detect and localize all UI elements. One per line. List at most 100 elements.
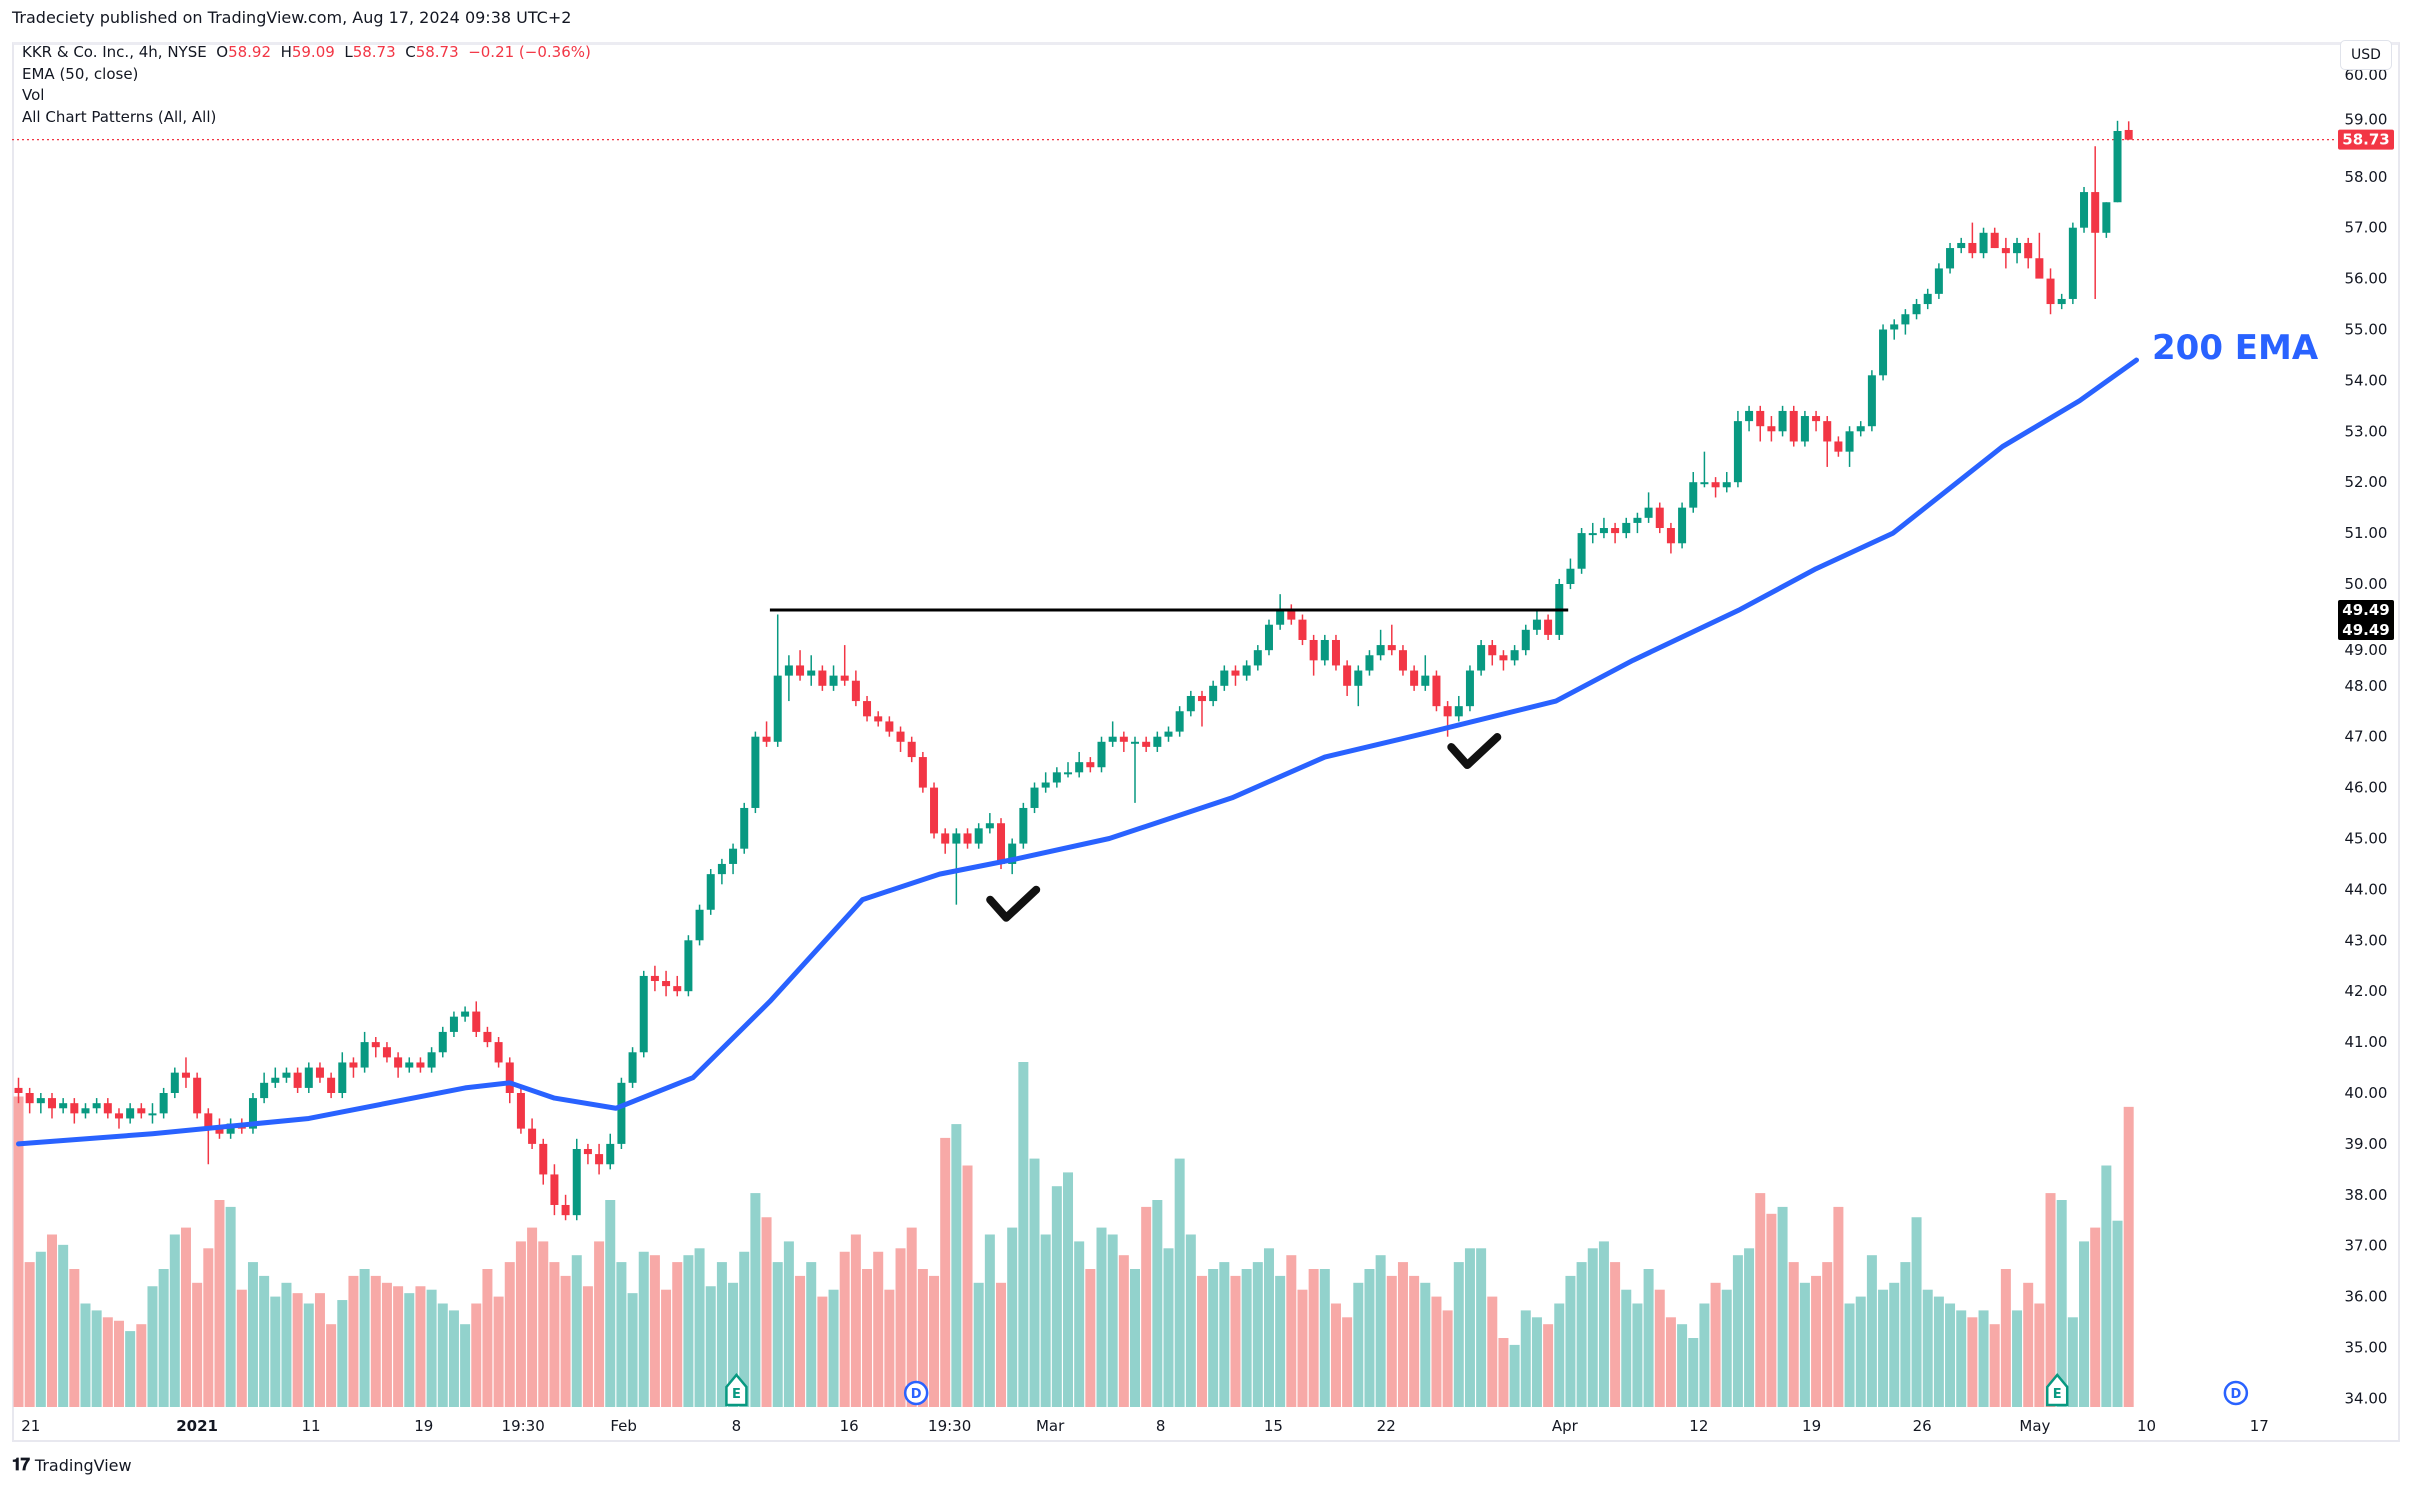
volume-bar <box>136 1324 147 1407</box>
candle-body <box>148 1113 157 1116</box>
candle <box>1097 736 1106 773</box>
earnings-marker-icon[interactable]: E <box>2045 1373 2069 1407</box>
candle <box>338 1052 347 1099</box>
candle-body <box>583 1148 592 1155</box>
volume-bar <box>716 1262 727 1407</box>
chart-frame <box>12 42 2400 1442</box>
candle <box>1912 298 1921 320</box>
legend-indicator-patterns[interactable]: All Chart Patterns (All, All) <box>22 107 217 126</box>
legend-indicator-vol[interactable]: Vol <box>22 86 45 104</box>
price-tick-label: 45.00 <box>2345 830 2388 848</box>
candle-body <box>695 909 704 941</box>
open-label: O <box>216 43 229 61</box>
candle-body <box>1499 655 1508 661</box>
candle <box>606 1133 615 1170</box>
dividend-marker-icon[interactable]: D <box>2223 1380 2249 1406</box>
candle <box>1354 665 1363 707</box>
price-tick-label: 36.00 <box>2345 1288 2388 1306</box>
volume-bar <box>728 1282 739 1407</box>
candle <box>1767 416 1776 442</box>
volume-bar <box>2034 1303 2045 1407</box>
candle <box>1666 522 1675 554</box>
candle <box>405 1057 414 1073</box>
candle-body <box>2102 202 2111 233</box>
candle <box>1197 690 1206 727</box>
last-price-tag-label: 58.73 <box>2342 131 2389 149</box>
candle <box>1867 370 1876 432</box>
candle-body <box>539 1143 548 1175</box>
legend-symbol-line[interactable]: KKR & Co. Inc., 4h, NYSE O58.92 H59.09 L… <box>22 42 591 64</box>
candle <box>1756 405 1765 442</box>
candle-body <box>181 1072 190 1078</box>
candle <box>1320 634 1329 666</box>
volume-bar <box>884 1289 895 1407</box>
candle-body <box>829 675 838 686</box>
dividend-marker-icon[interactable]: D <box>903 1380 929 1406</box>
candle-body <box>885 721 894 732</box>
candle <box>137 1103 146 1119</box>
volume-bar <box>147 1286 158 1407</box>
candle-body <box>729 848 738 864</box>
candle-body <box>427 1052 436 1068</box>
candle-body <box>1700 482 1709 485</box>
volume-bar <box>91 1310 102 1407</box>
candle-body <box>1030 787 1039 808</box>
candle <box>762 721 771 747</box>
candle <box>639 970 648 1058</box>
candle-body <box>751 736 760 808</box>
candle-body <box>14 1087 23 1093</box>
volume-bar <box>1878 1289 1889 1407</box>
candle-body <box>2046 278 2055 305</box>
volume-bar <box>649 1255 660 1407</box>
candle-body <box>918 757 927 788</box>
price-tick-label: 50.00 <box>2345 575 2388 593</box>
volume-bar <box>1811 1275 1822 1407</box>
candle-body <box>1521 629 1530 651</box>
volume-bar <box>482 1269 493 1407</box>
candle <box>1064 762 1073 778</box>
volume-bar <box>1710 1282 1721 1407</box>
volume-bar <box>1677 1324 1688 1407</box>
candle <box>1331 634 1340 671</box>
candle-body <box>1309 639 1318 661</box>
candle-body <box>673 986 682 992</box>
volume-bar <box>1922 1289 1933 1407</box>
candle-body <box>1242 665 1251 676</box>
volume-bar <box>739 1251 750 1407</box>
candle <box>1834 436 1843 457</box>
earnings-marker-icon[interactable]: E <box>725 1373 748 1407</box>
volume-bar <box>1353 1282 1364 1407</box>
price-tick-label: 58.00 <box>2345 168 2388 186</box>
candle <box>2046 268 2055 315</box>
candle-body <box>1644 507 1653 518</box>
candle <box>148 1103 157 1124</box>
line-price-tag-label: 49.49 <box>2342 601 2389 619</box>
candle-body <box>1856 426 1865 432</box>
candle <box>103 1098 112 1119</box>
candle-body <box>1410 670 1419 686</box>
earnings-marker-shape <box>725 1373 748 1407</box>
candle <box>2124 121 2133 140</box>
legend-indicator-ema[interactable]: EMA (50, close) <box>22 64 139 83</box>
candle <box>1454 695 1463 722</box>
currency-button[interactable]: USD <box>2340 40 2392 70</box>
volume-bar <box>102 1317 113 1407</box>
volume-bar <box>1989 1324 2000 1407</box>
candle <box>1722 472 1731 493</box>
earnings-marker-shape <box>2045 1373 2069 1407</box>
candle-body <box>706 874 715 910</box>
candle <box>985 813 994 834</box>
candle-body <box>930 787 939 834</box>
candle-body <box>863 701 872 717</box>
candle-body <box>1052 772 1061 783</box>
time-tick-label: 19 <box>414 1417 433 1435</box>
candle-body <box>762 736 771 742</box>
time-tick-label: 2021 <box>176 1417 218 1435</box>
volume-bar <box>493 1296 504 1407</box>
time-tick-label: 10 <box>2137 1417 2156 1435</box>
candle-body <box>1421 675 1430 686</box>
candle <box>1242 660 1251 681</box>
candle <box>650 965 659 992</box>
candle-body <box>2057 298 2066 305</box>
